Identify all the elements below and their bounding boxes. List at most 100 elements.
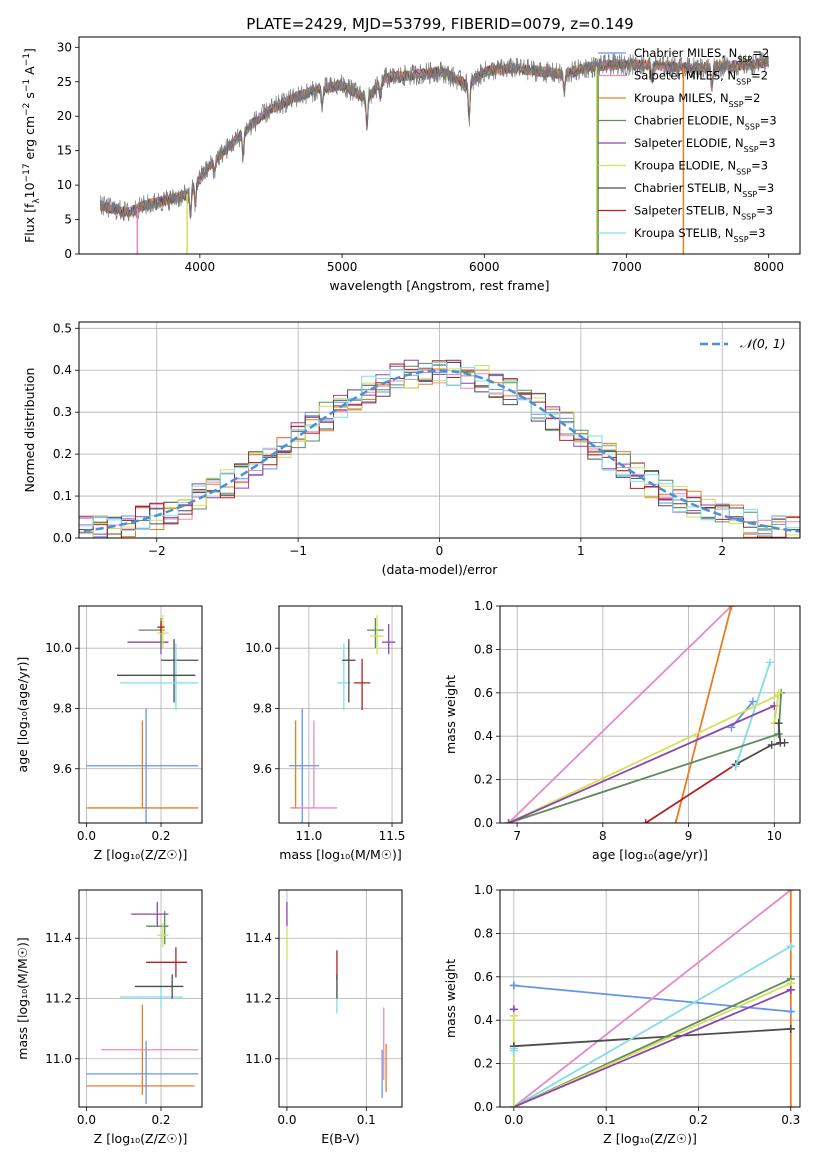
legend-suffix: =3 [757,181,774,195]
y-tick-label: 0.4 [53,363,72,377]
plot-area [79,359,800,538]
x-axis-label: E(B-V) [321,1131,360,1146]
y-axis-label: age [log₁₀(age/yr)] [15,657,30,773]
y-tick-label: 20 [57,109,72,123]
legend-name: Kroupa MILES, N [634,91,729,105]
axes-frame [278,605,403,824]
y-tick-label: 0.2 [474,1057,493,1071]
y-tick-label: 11.0 [245,1052,272,1066]
x-tick-label: 0 [436,544,444,558]
legend-name: Chabrier ELODIE, N [634,114,745,128]
weight-marker [786,1103,795,1107]
weight-line-kroupa_stelib [513,945,792,1107]
weight-line-salpeter_elodie [508,704,775,823]
axes-frame [499,889,801,1108]
x-tick-label: 2 [718,544,726,558]
weight-line-salpeter_miles [513,890,792,1107]
plot-area [286,902,387,1098]
legend-entry: Chabrier STELIB, NSSP=3 [634,181,774,199]
x-tick-label: 8000 [753,260,784,274]
y-tick-label: 0.1 [53,489,72,503]
legend-sub: SSP [745,122,760,131]
axes-frame [78,321,801,539]
y-tick-label: 5 [64,213,72,227]
y-axis-label: Flux [fλ10−17 erg cm−2 s−1 A−1] [22,48,42,243]
legend-suffix: =3 [759,136,776,150]
x-tick-label: 7000 [611,260,642,274]
y-tick-label: 0.2 [474,773,493,787]
plot-area [509,890,795,1107]
x-tick-label: 0.1 [357,1113,376,1127]
weight-marker [774,688,783,697]
x-tick-label: 0.0 [77,1113,96,1127]
y-tick-label: 0.6 [474,970,493,984]
gridlines [79,606,202,823]
y-label-part: ] [22,48,37,53]
weight-marker [504,819,513,823]
x-tick-label: 11.0 [296,829,323,843]
legend-entry: 𝒩(0, 1) [740,336,786,351]
y-tick-label: 11.2 [245,992,272,1006]
weight-line-kroupa_elodie [773,692,780,724]
weight-marker [509,1046,518,1055]
legend-name: Salpeter MILES, N [634,69,736,83]
y-tick-label: 9.6 [53,762,72,776]
legend-suffix: =3 [760,114,777,128]
spectrum-data-line [99,50,769,222]
axes-frame [78,889,203,1108]
weight-marker [774,719,783,728]
y-tick-label: 0.8 [474,926,493,940]
y-tick-label: 11.4 [45,931,72,945]
plot-area [86,615,199,823]
x-tick-label: 5000 [327,260,358,274]
histogram-chabrier_miles [79,360,800,538]
histogram-chabrier_stelib [79,362,800,531]
x-tick-label: 0.3 [781,1113,800,1127]
x-tick-label: 1 [577,544,585,558]
x-axis-label: mass [log₁₀(M/M☉)] [279,847,401,862]
x-tick-label: 0.2 [689,1113,708,1127]
legend-sub: SSP [736,167,751,176]
weight-line-kroupa_elodie [513,982,792,1107]
y-tick-label: 1.0 [474,599,493,613]
x-tick-label: 9 [685,829,693,843]
axes-frame [499,605,801,824]
weight-marker [767,740,776,749]
x-tick-label: 0.0 [504,1113,523,1127]
weight-line-kroupa_miles [674,606,733,823]
y-tick-label: 0.2 [53,447,72,461]
y-tick-label: 25 [57,75,72,89]
panel-z-age: 0.0 0.2 9.6 9.8 10.0 Z [log₁₀(Z/Z☉)] age [log₁… [15,605,203,862]
legend-suffix: =2 [744,91,761,105]
weight-marker [509,1011,518,1020]
legend-entry: Salpeter STELIB, NSSP=3 [634,204,773,222]
weight-marker [731,762,740,771]
y-axis-label: mass weight [443,675,458,754]
y-tick-label: 11.0 [45,1052,72,1066]
legend-sub: SSP [742,190,757,199]
y-tick-label: 0.3 [53,405,72,419]
panel-mass-age: 11.0 11.5 9.6 9.8 10.0 mass [log₁₀(M/M☉)] [245,605,405,862]
x-tick-label: 8 [599,829,607,843]
y-tick-label: 0.5 [53,321,72,335]
legend-sub: SSP [734,235,749,244]
panel-age-weight: 7 8 9 10 0.0 0.2 0.4 0.6 0.8 1.0 age [log₁₀(age/yr… [443,599,801,862]
panel-spectrum: 4000 5000 6000 7000 8000 0 5 10 15 20 25 30 waveleng… [22,36,801,293]
y-tick-label: 0.8 [474,642,493,656]
y-tick-label: 0.4 [474,1013,493,1027]
y-tick-label: 30 [57,40,72,54]
x-tick-label: 10 [767,829,782,843]
weight-marker [786,942,795,951]
y-axis-label: Normed distribution [22,368,37,493]
y-axis-label: mass weight [443,959,458,1038]
legend-suffix: =3 [749,226,766,240]
x-tick-label: 0.1 [597,1113,616,1127]
panel-z-weight: 0.0 0.1 0.2 0.3 0.0 0.2 0.4 0.6 0.8 1.0 Z [log₁₀(Z… [443,883,801,1146]
weight-marker [776,738,785,747]
weight-line-kroupa_elodie [508,694,779,823]
x-axis-label: (data-model)/error [382,562,499,577]
weight-line-salpeter_elodie [513,988,792,1107]
y-tick-label: 9.8 [53,701,72,715]
plot-area [288,615,396,823]
y-label-part: erg cm [22,116,37,164]
